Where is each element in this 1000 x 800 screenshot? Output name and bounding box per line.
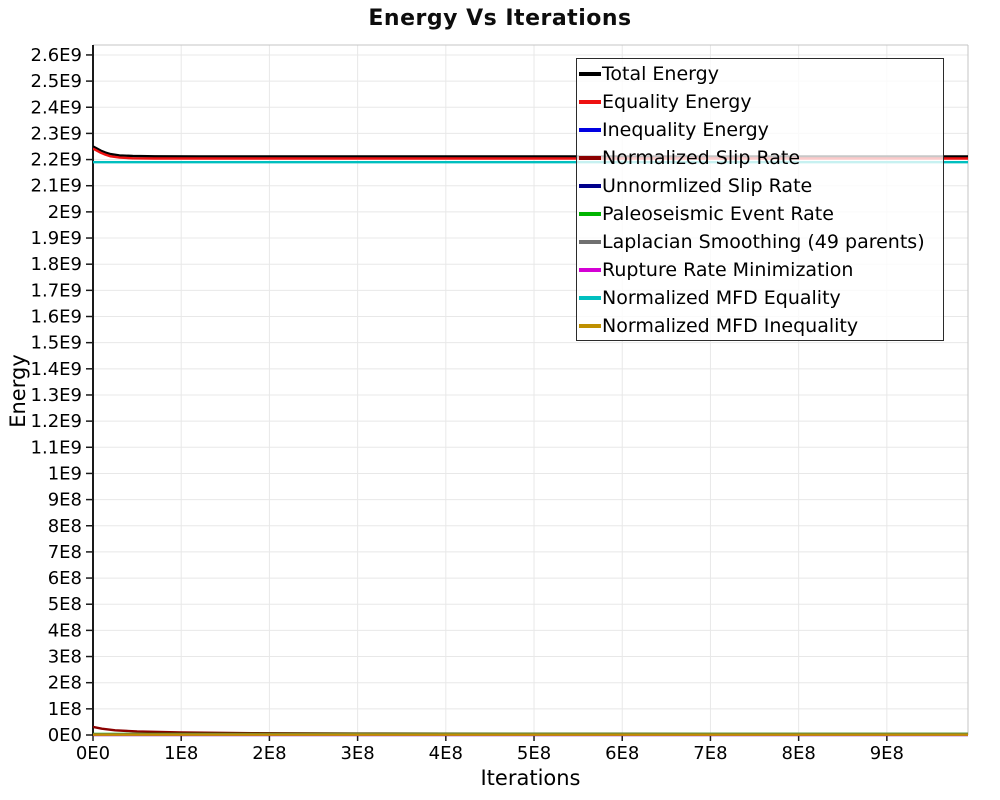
y-tick-label: 5E8	[48, 594, 82, 615]
y-tick-label: 9E8	[48, 490, 82, 511]
y-tick-label: 2E9	[48, 202, 82, 223]
legend-line-swatch	[579, 100, 601, 104]
y-tick-label: 1.9E9	[31, 228, 82, 249]
legend-item: Unnormlized Slip Rate	[579, 172, 941, 200]
y-tick-label: 2.2E9	[31, 150, 82, 171]
legend-label: Total Energy	[602, 62, 719, 85]
y-tick-label: 1.8E9	[31, 254, 82, 275]
legend-line-swatch	[579, 296, 601, 300]
x-tick-label: 7E8	[693, 743, 727, 764]
legend-item: Normalized MFD Inequality	[579, 312, 941, 340]
y-tick-label: 2.3E9	[31, 123, 82, 144]
legend: Total Energy Equality Energy Inequality En…	[576, 58, 944, 341]
series-line-total-energy	[93, 145, 968, 158]
legend-line-swatch	[579, 212, 601, 216]
y-tick-label: 0E0	[48, 725, 82, 746]
x-tick-label: 6E8	[605, 743, 639, 764]
legend-item: Laplacian Smoothing (49 parents)	[579, 228, 941, 256]
legend-label: Laplacian Smoothing (49 parents)	[602, 230, 925, 253]
y-tick-label: 2.6E9	[31, 45, 82, 66]
y-tick-label: 8E8	[48, 516, 82, 537]
x-tick-label: 3E8	[340, 743, 374, 764]
legend-line-swatch	[579, 324, 601, 328]
legend-line-swatch	[579, 72, 601, 76]
legend-item: Equality Energy	[579, 88, 941, 116]
legend-label: Unnormlized Slip Rate	[602, 174, 813, 197]
legend-line-swatch	[579, 240, 601, 244]
y-tick-label: 1E8	[48, 699, 82, 720]
y-tick-label: 2E8	[48, 673, 82, 694]
x-axis-title: Iterations	[480, 766, 581, 790]
y-tick-label: 1.7E9	[31, 280, 82, 301]
x-tick-label: 5E8	[517, 743, 551, 764]
legend-line-swatch	[579, 268, 601, 272]
legend-item: Total Energy	[579, 60, 941, 88]
legend-label: Normalized Slip Rate	[602, 146, 801, 169]
legend-line-swatch	[579, 128, 601, 132]
x-tick-label: 1E8	[164, 743, 198, 764]
y-tick-label: 1.4E9	[31, 359, 82, 380]
chart-title: Energy Vs Iterations	[368, 6, 632, 31]
legend-line-swatch	[579, 184, 601, 188]
y-tick-label: 1.3E9	[31, 385, 82, 406]
series-line-equality-energy	[93, 147, 968, 160]
y-tick-label: 3E8	[48, 647, 82, 668]
legend-label: Normalized MFD Equality	[602, 286, 841, 309]
y-tick-label: 2.4E9	[31, 97, 82, 118]
y-tick-label: 1E9	[48, 463, 82, 484]
x-tick-label: 8E8	[782, 743, 816, 764]
x-tick-label: 0E0	[76, 743, 110, 764]
y-tick-label: 1.5E9	[31, 333, 82, 354]
legend-label: Inequality Energy	[602, 118, 769, 141]
legend-item: Normalized Slip Rate	[579, 144, 941, 172]
legend-item: Inequality Energy	[579, 116, 941, 144]
x-tick-label: 4E8	[429, 743, 463, 764]
legend-label: Rupture Rate Minimization	[602, 258, 854, 281]
legend-item: Normalized MFD Equality	[579, 284, 941, 312]
y-tick-label: 4E8	[48, 620, 82, 641]
legend-label: Equality Energy	[602, 90, 752, 113]
y-tick-label: 6E8	[48, 568, 82, 589]
y-tick-label: 1.2E9	[31, 411, 82, 432]
y-tick-label: 7E8	[48, 542, 82, 563]
legend-label: Normalized MFD Inequality	[602, 314, 859, 337]
y-axis-title: Energy	[6, 354, 30, 428]
y-tick-label: 1.1E9	[31, 437, 82, 458]
x-tick-label: 9E8	[870, 743, 904, 764]
y-tick-label: 2.5E9	[31, 71, 82, 92]
legend-item: Rupture Rate Minimization	[579, 256, 941, 284]
legend-line-swatch	[579, 156, 601, 160]
y-tick-label: 1.6E9	[31, 307, 82, 328]
x-tick-label: 2E8	[252, 743, 286, 764]
legend-label: Paleoseismic Event Rate	[602, 202, 834, 225]
legend-item: Paleoseismic Event Rate	[579, 200, 941, 228]
y-tick-label: 2.1E9	[31, 176, 82, 197]
